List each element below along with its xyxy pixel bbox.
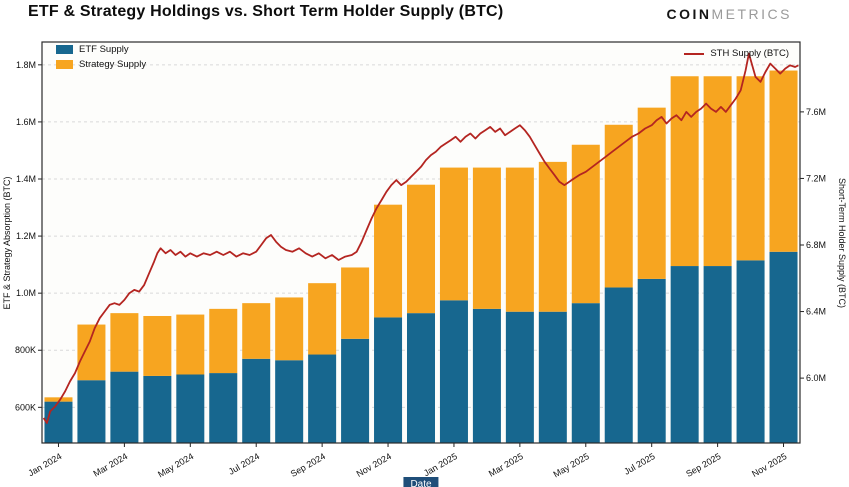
legend-item-etf: ETF Supply: [56, 44, 146, 55]
logo-coin-text: COIN: [666, 6, 712, 22]
bar-etf-supply: [637, 278, 666, 443]
left-axis-tick-label: 1.6M: [16, 117, 36, 127]
sth-supply-line: [42, 52, 799, 424]
left-axis-tick-label: 1.2M: [16, 231, 36, 241]
bar-strategy-supply: [143, 315, 172, 376]
bar-strategy-supply: [209, 308, 238, 374]
bar-strategy-supply: [406, 184, 436, 314]
bar-strategy-supply: [439, 167, 468, 301]
bar-strategy-supply: [505, 167, 534, 312]
bar-strategy-supply: [670, 76, 699, 267]
sth-supply-label: STH Supply (BTC): [710, 48, 789, 59]
legend-item-sth: STH Supply (BTC): [684, 48, 789, 59]
bar-etf-supply: [604, 287, 633, 443]
bar-strategy-supply: [176, 314, 205, 375]
etf-supply-label: ETF Supply: [79, 44, 129, 55]
bar-etf-supply: [538, 311, 567, 443]
x-axis-tick-label: Mar 2025: [487, 451, 525, 479]
left-axis-tick-label: 800K: [15, 345, 36, 355]
bar-etf-supply: [143, 375, 172, 443]
right-axis-tick-label: 6.8M: [806, 240, 826, 250]
bar-etf-supply: [275, 360, 304, 443]
legend-item-strategy: Strategy Supply: [56, 59, 146, 70]
right-axis-tick-label: 7.6M: [806, 107, 826, 117]
bar-strategy-supply: [341, 267, 370, 339]
bar-etf-supply: [571, 303, 600, 443]
x-axis-tick-label: May 2024: [156, 451, 195, 479]
right-axis-tick-label: 6.4M: [806, 307, 826, 317]
left-axis-tick-label: 1.0M: [16, 288, 36, 298]
x-axis-tick-label: Jul 2025: [622, 451, 656, 477]
etf-supply-swatch: [56, 45, 73, 54]
bar-strategy-supply: [308, 283, 337, 355]
sth-supply-swatch: [684, 52, 705, 55]
x-axis-title: Date: [403, 477, 439, 487]
bar-etf-supply: [308, 354, 337, 443]
right-axis-tick-label: 7.2M: [806, 173, 826, 183]
legend-bars: ETF Supply Strategy Supply: [56, 44, 146, 74]
left-axis-tick-label: 1.8M: [16, 60, 36, 70]
right-axis-title: Short-Term Holder Supply (BTC): [837, 177, 847, 309]
right-axis-tick-label: 6.0M: [806, 373, 826, 383]
bar-strategy-supply: [374, 204, 403, 318]
left-axis-tick-label: 600K: [15, 402, 36, 412]
bar-etf-supply: [670, 266, 699, 443]
bar-etf-supply: [736, 260, 765, 443]
bar-etf-supply: [374, 317, 403, 443]
x-axis-tick-label: Sep 2025: [684, 451, 722, 479]
x-axis-tick-label: Mar 2024: [91, 451, 129, 479]
bar-strategy-supply: [604, 124, 633, 288]
strategy-supply-label: Strategy Supply: [79, 59, 147, 70]
bar-etf-supply: [176, 374, 205, 443]
bar-etf-supply: [341, 338, 370, 443]
bar-strategy-supply: [571, 144, 600, 304]
legend-line: STH Supply (BTC): [684, 48, 789, 63]
bar-strategy-supply: [77, 324, 106, 381]
bar-strategy-supply: [275, 297, 304, 361]
coinmetrics-logo: COINMETRICS: [667, 6, 793, 22]
bar-etf-supply: [439, 300, 468, 443]
chart-title: ETF & Strategy Holdings vs. Short Term H…: [28, 3, 504, 20]
bar-strategy-supply: [242, 303, 271, 359]
x-axis-tick-label: Nov 2024: [355, 451, 393, 479]
x-axis-tick-label: Jul 2024: [227, 451, 261, 477]
chart-canvas: 600K 800K 1.0M 1.2M 1.4M 1.6M 1.8M 6.0M 6.4M 6.8M…: [15, 41, 826, 479]
bar-etf-supply: [110, 371, 139, 443]
bar-strategy-supply: [44, 397, 73, 402]
bar-strategy-supply: [637, 107, 666, 279]
x-axis-tick-label: Jan 2024: [26, 451, 63, 478]
bar-strategy-supply: [472, 167, 501, 309]
bar-strategy-supply: [769, 70, 798, 252]
bar-etf-supply: [769, 251, 798, 443]
bar-etf-supply: [472, 308, 501, 443]
bar-etf-supply: [44, 401, 73, 443]
x-axis-tick-label: Nov 2025: [750, 451, 788, 479]
x-axis-tick-label: Sep 2024: [289, 451, 327, 479]
strategy-supply-swatch: [56, 60, 73, 69]
left-axis-title: ETF & Strategy Absorption (BTC): [2, 176, 12, 310]
bar-etf-supply: [242, 358, 271, 443]
bar-strategy-supply: [703, 76, 732, 267]
left-axis-tick-label: 1.4M: [16, 174, 36, 184]
bar-strategy-supply: [538, 161, 567, 312]
x-axis-tick-label: May 2025: [552, 451, 591, 479]
bar-etf-supply: [505, 311, 534, 443]
bar-strategy-supply: [110, 313, 139, 372]
bar-etf-supply: [77, 380, 106, 443]
x-axis-tick-label: Jan 2025: [422, 451, 459, 478]
plot-border: [41, 41, 801, 444]
bar-strategy-supply: [736, 76, 765, 261]
bar-etf-supply: [406, 313, 436, 443]
bar-etf-supply: [209, 373, 238, 443]
logo-metrics-text: METRICS: [711, 6, 792, 22]
bar-etf-supply: [703, 266, 732, 443]
